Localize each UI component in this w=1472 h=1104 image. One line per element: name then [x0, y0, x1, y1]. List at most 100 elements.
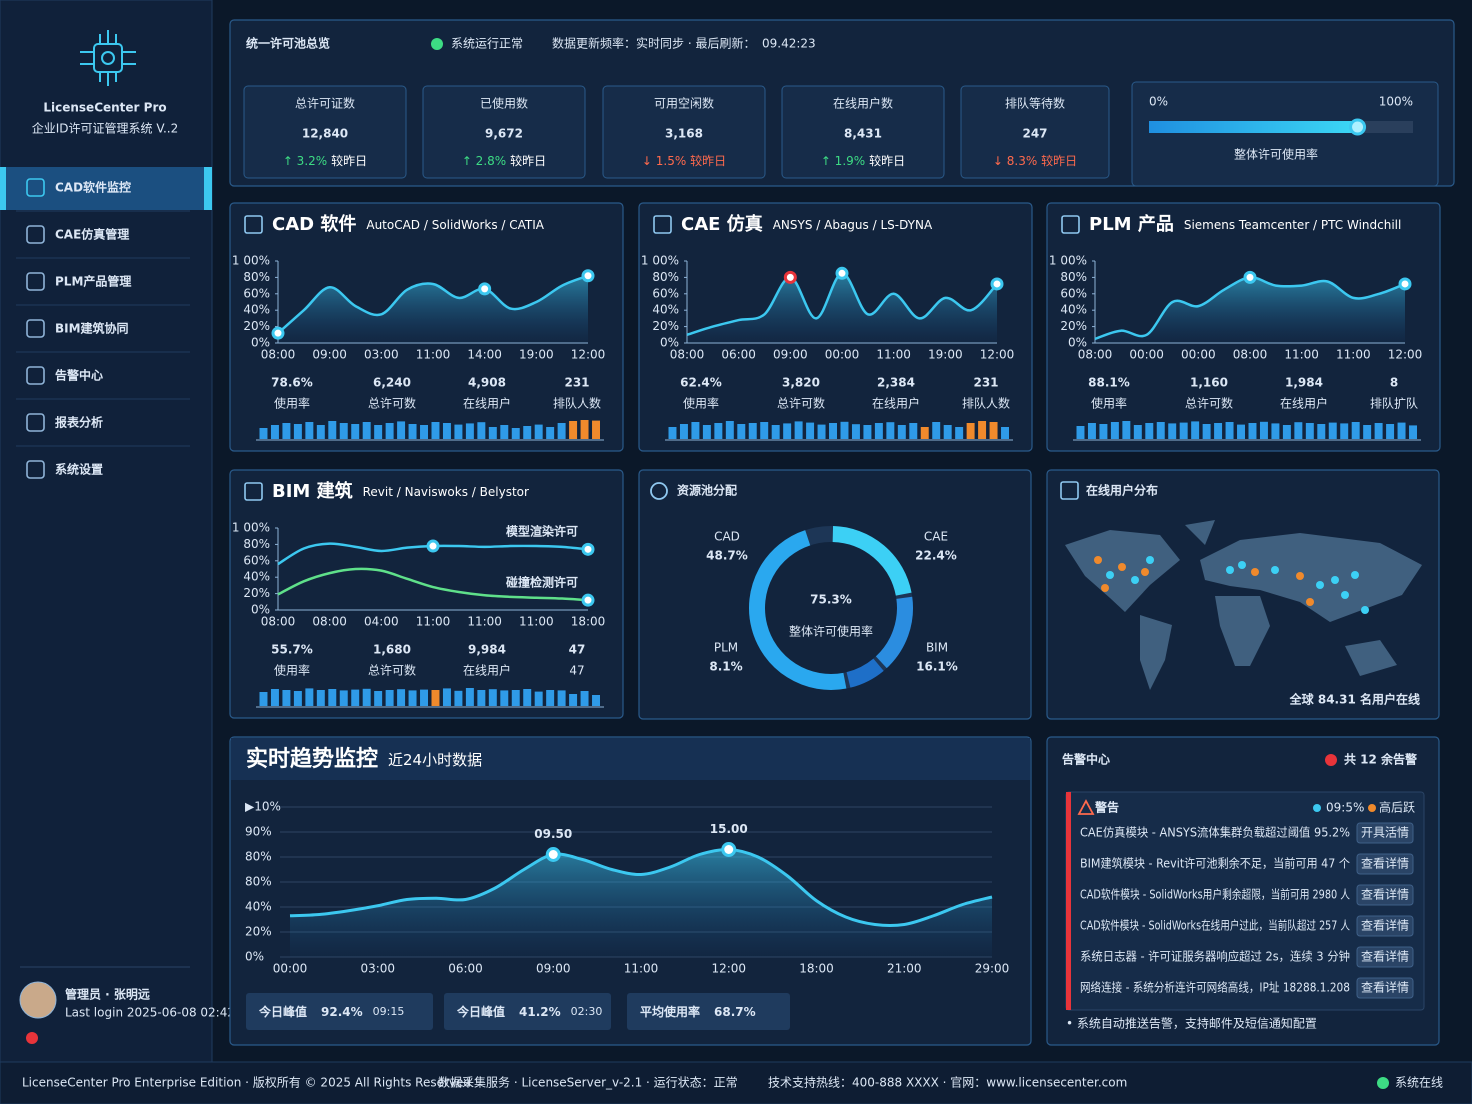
area — [1095, 277, 1405, 343]
kpi-change: ↑ 2.8% 较昨日 — [462, 153, 546, 168]
x-tick-label: 06:00 — [721, 348, 756, 362]
kpi-value: 9,672 — [485, 127, 523, 141]
mini-bar — [1259, 421, 1268, 439]
mini-bar — [1328, 422, 1337, 439]
mini-bar — [737, 424, 746, 439]
alert-button[interactable] — [1356, 884, 1414, 906]
mini-bar — [1145, 423, 1154, 439]
mini-bar — [420, 689, 428, 706]
user-dot — [1331, 576, 1339, 584]
nav-item[interactable]: CAE仿真管理 — [55, 227, 129, 242]
stat-label: 在线用户 — [872, 396, 920, 411]
series-label: 模型渲染许可 — [506, 524, 578, 539]
mini-bar — [431, 690, 440, 706]
mini-bar — [546, 690, 555, 706]
mini-bar — [397, 689, 406, 706]
alert-button[interactable] — [1356, 915, 1414, 937]
x-tick-label: 18:00 — [799, 962, 834, 976]
mini-bar — [909, 423, 918, 439]
donut-value-label: 22.4% — [915, 549, 957, 563]
x-tick-label: 08:00 — [670, 348, 705, 362]
mini-bar — [362, 688, 371, 706]
summary-chip — [444, 993, 611, 1030]
mini-bar — [714, 423, 723, 439]
alert-button[interactable] — [1356, 946, 1414, 968]
mini-bar — [442, 423, 451, 439]
mini-bar — [1294, 422, 1303, 439]
kpi-card — [243, 85, 407, 179]
user-avatar — [19, 981, 57, 1019]
mini-bar — [840, 421, 849, 439]
alert-button-label[interactable]: 查看详情 — [1361, 949, 1409, 964]
mini-bar — [351, 424, 360, 439]
alert-button[interactable] — [1356, 977, 1414, 999]
user-dot — [1296, 572, 1304, 580]
mini-bar — [1317, 424, 1326, 439]
x-tick-label: 12:00 — [711, 962, 746, 976]
x-tick-label: 00:00 — [1181, 348, 1216, 362]
mini-bar — [771, 425, 780, 439]
point-marker — [581, 269, 595, 283]
panel-title-text: BIM 建筑 — [272, 480, 353, 502]
y-tick-label: 1 00% — [641, 254, 679, 268]
mini-bar — [500, 425, 509, 439]
mini-bar — [1001, 427, 1009, 439]
nav-item[interactable]: 报表分析 — [55, 415, 103, 430]
kpi-change-value: ↓ 8.3% 较昨日 — [993, 153, 1077, 168]
y-tick-label: 1 00% — [232, 521, 270, 535]
mini-bar — [328, 421, 337, 439]
kpi-change-value: ↑ 2.8% — [462, 154, 506, 168]
x-tick-label: 06:00 — [448, 962, 483, 976]
mini-bar — [1409, 425, 1417, 439]
mini-bar — [351, 689, 360, 706]
alert-button-label[interactable]: 开具活情 — [1361, 826, 1409, 840]
nav-item[interactable]: 系统设置 — [55, 462, 103, 477]
alert-button-label[interactable]: 查看详情 — [1361, 980, 1409, 995]
alert-button[interactable] — [1356, 853, 1414, 875]
nav-item[interactable]: 告警中心 — [55, 368, 103, 383]
line — [277, 567, 589, 602]
panel-title: CAE 仿真 ANSYS / Abagus / LS-DYNA — [681, 213, 933, 235]
mini-bar — [465, 688, 474, 706]
mini-bar — [886, 422, 895, 439]
stat-value: 1,680 — [373, 643, 411, 657]
alert-button[interactable] — [1356, 822, 1414, 844]
mini-bar — [569, 421, 578, 439]
stat-label: 使用率 — [274, 396, 310, 411]
x-tick-label: 11:00 — [624, 962, 659, 976]
mini-bar — [1168, 423, 1177, 439]
point-marker — [581, 593, 595, 607]
alert-button-label[interactable]: 查看详情 — [1361, 856, 1409, 871]
x-tick-label: 08:00 — [261, 348, 296, 362]
alert-button-label[interactable]: 查看详情 — [1361, 918, 1409, 933]
stat-label: 总许可数 — [368, 396, 416, 411]
y-tick-label: 80% — [243, 270, 270, 284]
donut-value-label: 16.1% — [916, 660, 958, 674]
panel-subtitle: Revit / Naviswoks / Belystor — [363, 485, 529, 499]
mini-bar — [500, 690, 509, 706]
point-marker — [271, 326, 285, 340]
mini-bar — [511, 690, 520, 706]
panel-header — [231, 738, 1030, 780]
nav-item[interactable]: BIM建筑协同 — [55, 321, 129, 336]
nav-item[interactable]: PLM产品管理 — [55, 274, 131, 289]
mini-bar — [1087, 423, 1096, 439]
x-tick-label: 21:00 — [887, 962, 922, 976]
panel-title-text: PLM 产品 — [1089, 213, 1174, 235]
summary-label: 今日峰值 — [456, 1004, 505, 1019]
user-dot — [1251, 568, 1259, 576]
nav-item[interactable]: CAD软件监控 — [55, 180, 131, 195]
mini-bar — [1214, 423, 1223, 439]
y-tick-label: 0% — [251, 336, 270, 350]
x-tick-label: 11:00 — [416, 615, 451, 629]
point-marker — [783, 270, 797, 284]
panel-icon — [1061, 215, 1080, 234]
mini-bar — [863, 425, 872, 439]
mini-bar — [454, 424, 463, 439]
map-caption: 全球 84.31 名用户在线 — [1289, 692, 1420, 707]
mini-bar — [794, 421, 803, 439]
panel-title: PLM 产品 Siemens Teamcenter / PTC Windchill — [1089, 213, 1401, 235]
alert-button-label[interactable]: 查看详情 — [1361, 887, 1409, 902]
y-tick-label: 40% — [243, 570, 270, 584]
